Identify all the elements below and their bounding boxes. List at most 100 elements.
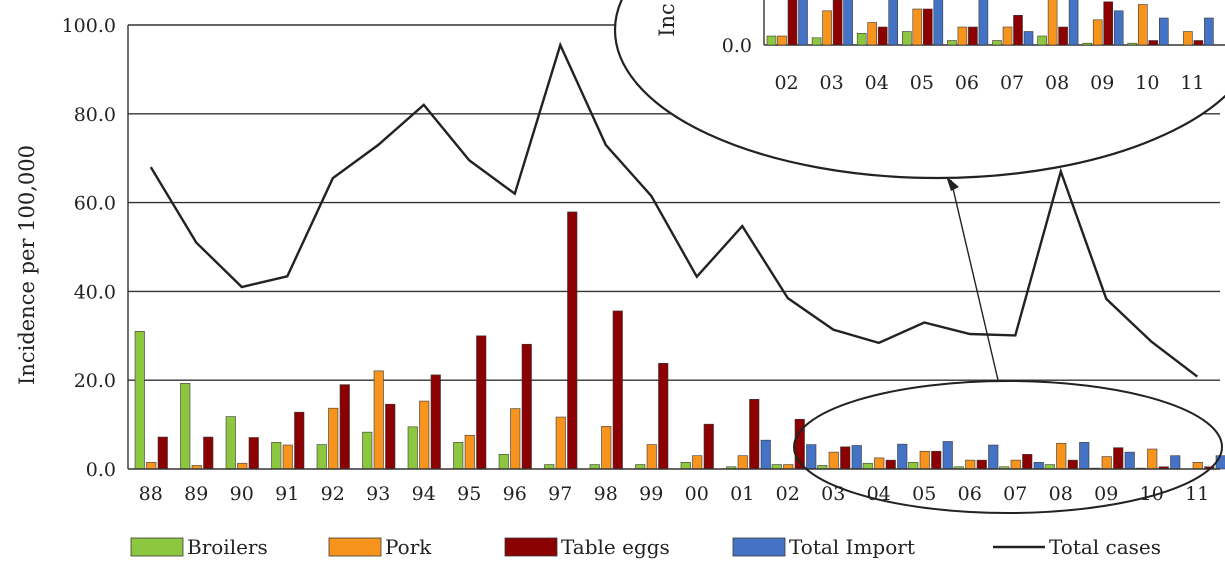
inset-y-axis-label: Inc xyxy=(655,3,679,37)
bar xyxy=(521,343,532,470)
bar xyxy=(373,370,384,470)
bar xyxy=(248,437,259,470)
bar xyxy=(339,384,350,470)
inset-bar xyxy=(922,8,933,46)
legend-label: Table eggs xyxy=(561,535,670,559)
inset-zoom: 02 03 04 05 06 07 08 09 10 11 0.0 Inc xyxy=(613,0,1225,180)
bar xyxy=(1101,456,1112,470)
inset-x-tick-label: 07 xyxy=(1000,72,1024,94)
bar xyxy=(1067,459,1078,470)
inset-bar xyxy=(777,35,787,46)
bar xyxy=(282,444,293,470)
bar xyxy=(1010,459,1021,470)
inset-bar xyxy=(978,0,989,46)
bar xyxy=(362,431,373,470)
inset-bar xyxy=(912,8,923,46)
bar xyxy=(703,423,714,470)
bar xyxy=(840,446,851,470)
bar xyxy=(897,443,908,470)
bar xyxy=(464,434,475,470)
inset-x-tick-label: 11 xyxy=(1180,72,1204,94)
bar xyxy=(806,444,817,470)
x-tick-label: 08 xyxy=(1049,483,1073,505)
bar xyxy=(1192,462,1203,470)
total-cases-line xyxy=(149,41,1199,378)
bar xyxy=(225,416,236,470)
inset-x-tick-label: 09 xyxy=(1090,72,1114,94)
inset-bar xyxy=(867,22,878,46)
bar xyxy=(157,436,168,470)
inset-bar xyxy=(1013,15,1023,46)
legend-swatch xyxy=(732,537,786,557)
legend-label: Total Import xyxy=(789,535,915,559)
zoom-arrow xyxy=(950,179,999,381)
inset-bar xyxy=(901,31,912,46)
inset-bar xyxy=(1204,17,1214,46)
inset-bar xyxy=(811,37,822,46)
inset-bar xyxy=(877,26,888,46)
bar xyxy=(612,310,623,470)
legend-swatch xyxy=(504,537,558,557)
bar xyxy=(1113,447,1124,470)
x-tick-label: 90 xyxy=(230,483,254,505)
bar xyxy=(885,459,896,470)
inset-x-tick-label: 02 xyxy=(774,72,798,94)
highlight-ellipse xyxy=(793,380,1223,514)
x-tick-label: 09 xyxy=(1094,483,1118,505)
y-tick-label: 100.0 xyxy=(62,15,116,37)
bar xyxy=(203,436,214,470)
x-tick-label: 04 xyxy=(867,483,891,505)
bar xyxy=(874,457,885,470)
x-tick-label: 02 xyxy=(776,483,800,505)
bar xyxy=(965,459,976,470)
x-tick-label: 10 xyxy=(1140,483,1164,505)
x-tick-label: 00 xyxy=(685,483,709,505)
inset-bar xyxy=(766,35,777,46)
bar xyxy=(407,426,418,470)
bar xyxy=(134,331,145,470)
inset-bar xyxy=(1159,17,1169,46)
inset-bar xyxy=(888,0,899,46)
bar xyxy=(294,411,305,470)
inset-bar xyxy=(1023,31,1034,46)
legend-label: Pork xyxy=(385,535,432,559)
inset-bar xyxy=(832,0,843,46)
bar xyxy=(851,445,862,470)
bar xyxy=(476,335,487,470)
inset-x-tick-label: 05 xyxy=(910,72,934,94)
x-tick-label: 11 xyxy=(1185,483,1209,505)
bar xyxy=(737,455,748,470)
inset-bar xyxy=(1092,19,1103,46)
inset-bar xyxy=(1138,4,1148,46)
inset-bar xyxy=(1082,42,1092,46)
bar xyxy=(1079,442,1090,470)
bar xyxy=(180,383,191,470)
bar xyxy=(237,462,248,470)
inset-bar xyxy=(1037,35,1047,46)
bar xyxy=(1056,442,1067,470)
inset-bar xyxy=(1148,40,1159,46)
x-tick-label: 91 xyxy=(275,483,299,505)
bar xyxy=(828,451,839,470)
inset-bar xyxy=(1103,1,1113,46)
bar xyxy=(1124,451,1135,470)
bar xyxy=(453,442,464,470)
x-tick-label: 98 xyxy=(594,483,618,505)
bar xyxy=(942,441,953,470)
inset-bar xyxy=(992,40,1002,46)
inset-y-tick-label: 0.0 xyxy=(722,35,752,57)
x-tick-label: 89 xyxy=(184,483,208,505)
inset-bar xyxy=(822,10,832,46)
legend-swatch xyxy=(130,537,184,557)
bar xyxy=(328,407,339,470)
bar xyxy=(567,211,578,470)
inset-bar xyxy=(1058,26,1068,46)
inset-bar xyxy=(1002,26,1013,46)
y-tick-label: 60.0 xyxy=(74,193,116,215)
x-tick-label: 06 xyxy=(958,483,982,505)
bar xyxy=(146,462,157,470)
legend-label: Total cases xyxy=(1049,535,1161,559)
inset-x-tick-label: 08 xyxy=(1045,72,1069,94)
x-tick-label: 99 xyxy=(639,483,663,505)
x-tick-label: 94 xyxy=(412,483,436,505)
